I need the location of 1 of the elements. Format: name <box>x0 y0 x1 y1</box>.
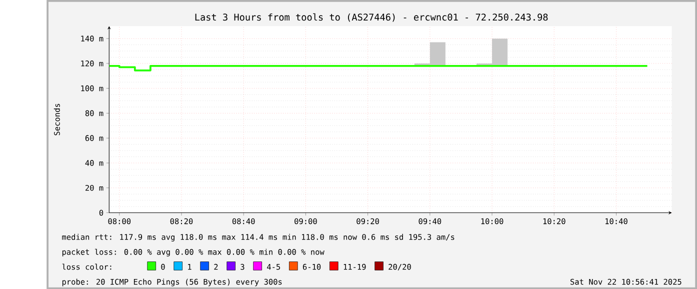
chart-title: Last 3 Hours from tools to (AS27446) - ercwnc01 - 72.250.243.98 <box>195 13 548 22</box>
